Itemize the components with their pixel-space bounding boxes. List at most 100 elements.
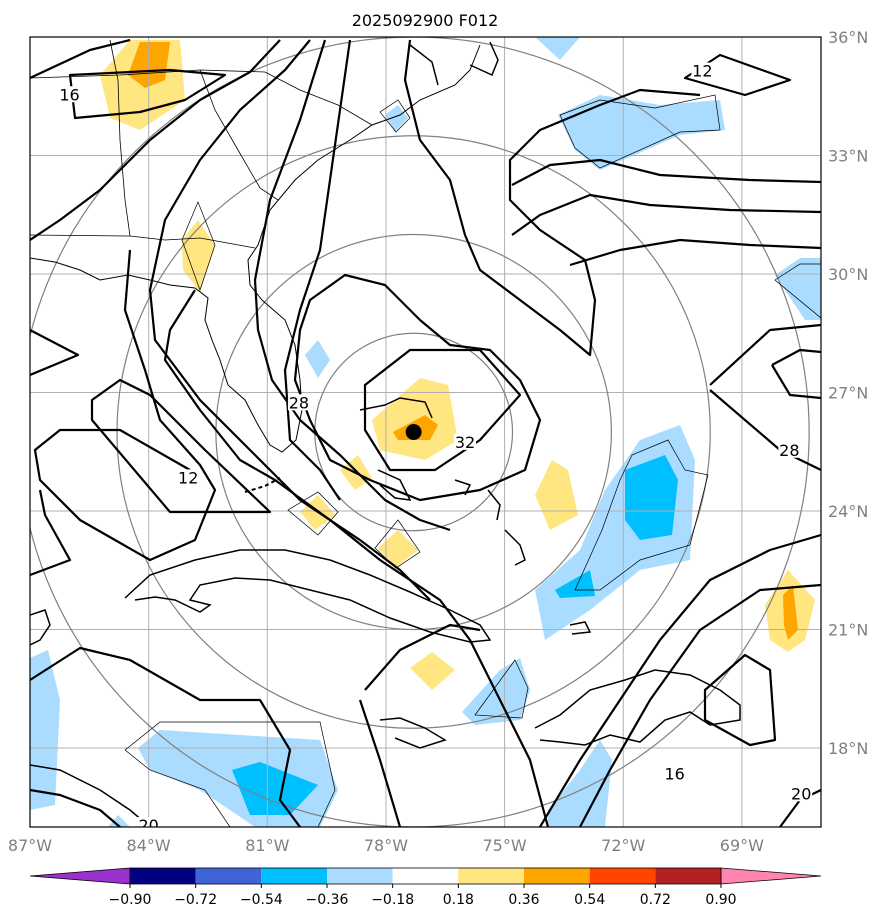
positive-anomaly-core	[783, 585, 798, 640]
negative-anomaly-region	[305, 340, 330, 378]
contour-label-bg	[137, 817, 160, 827]
longitude-tick-label: 84°W	[127, 836, 171, 855]
coastlines	[30, 39, 741, 827]
contour-label-bg	[177, 469, 200, 486]
coastline-turks	[569, 621, 592, 635]
colorbar-segment	[655, 868, 721, 884]
longitude-tick-label: 69°W	[720, 836, 764, 855]
negative-anomaly-region	[548, 740, 612, 827]
coastline-central-america	[30, 609, 51, 646]
contour-line	[30, 39, 281, 241]
contour-line	[33, 249, 217, 562]
colorbar-extend-low	[29, 867, 131, 885]
state-border	[199, 69, 279, 201]
latitude-tick-label: 21°N	[828, 621, 868, 640]
contour-label-bg	[287, 394, 310, 411]
contour-label-bg	[58, 86, 81, 103]
latitude-labels: 36°N 33°N 30°N 27°N 24°N 21°N 18°N	[828, 28, 868, 758]
colorbar: −0.90 −0.72 −0.54 −0.36 −0.18 0.18 0.36 0.54 0.7…	[29, 867, 822, 908]
positive-anomaly-region	[410, 652, 455, 690]
latitude-tick-label: 33°N	[828, 147, 868, 166]
shaded-fields	[30, 37, 821, 827]
contour-line	[403, 39, 701, 357]
contour-line	[771, 348, 821, 366]
longitude-tick-label: 72°W	[601, 836, 645, 855]
contour-label-bg	[778, 441, 801, 458]
contour-line	[30, 489, 72, 577]
contour-line	[771, 364, 821, 400]
positive-anomaly-region	[372, 378, 458, 460]
negative-anomaly-core	[555, 570, 595, 598]
contour-label: 12	[692, 62, 712, 81]
contour-line	[511, 193, 821, 236]
coastline-outer-banks	[469, 41, 499, 77]
colorbar-segment	[524, 868, 590, 884]
map-frame	[29, 36, 822, 828]
state-border	[30, 234, 256, 249]
contour-label: 28	[779, 441, 799, 460]
thin-contours	[124, 94, 821, 827]
latitude-tick-label: 30°N	[828, 265, 868, 284]
colorbar-tick-label: −0.54	[240, 892, 283, 908]
colorbar-segment	[589, 868, 656, 884]
contour-label-bg	[790, 785, 813, 802]
contour-line	[703, 653, 777, 747]
range-ring	[116, 135, 711, 729]
negative-anomaly-region	[30, 650, 60, 810]
colorbar-tick-label: 0.72	[640, 892, 671, 908]
state-border	[109, 39, 131, 237]
contour-line	[68, 68, 227, 120]
contour-line	[30, 329, 80, 377]
colorbar-tick-label: 0.18	[443, 892, 474, 908]
contour-label-bg	[454, 433, 477, 450]
coastline-bahamas	[359, 397, 433, 419]
colorbar-tick-label: −0.18	[371, 892, 414, 908]
contour-label-bg	[663, 765, 686, 782]
colorbar-tick-label: −0.90	[109, 892, 152, 908]
longitude-tick-label: 87°W	[8, 836, 52, 855]
longitude-labels: 87°W 84°W 81°W 78°W 75°W 72°W 69°W	[8, 836, 764, 855]
range-ring	[30, 37, 810, 827]
colorbar-segment	[327, 868, 393, 884]
contour-line	[579, 583, 821, 827]
contour-line	[511, 158, 821, 186]
negative-anomaly-core	[232, 762, 318, 815]
coastline-bahamas	[377, 469, 412, 501]
contour-label: 12	[178, 468, 198, 487]
contour-label: 20	[791, 784, 811, 803]
contour-label-bg	[691, 62, 714, 79]
map-area: 16 12 28 32 28 12 16 20 20	[30, 37, 821, 835]
colorbar-tick-label: −0.72	[174, 892, 217, 908]
contour-label: 16	[664, 765, 684, 784]
contour-label: 20	[138, 816, 158, 835]
colorbar-tick-label: 0.54	[574, 892, 605, 908]
colorbar-tick-label: 0.36	[508, 892, 539, 908]
contour-line	[363, 348, 522, 472]
coastline-hispaniola	[534, 669, 741, 746]
colorbar-segment	[195, 868, 262, 884]
negative-anomaly-region	[385, 105, 408, 132]
contour-line	[364, 623, 481, 691]
colorbar-segment	[458, 868, 524, 884]
coastline-jamaica	[379, 717, 447, 749]
colorbar-tick-label: 0.90	[705, 892, 736, 908]
contour-label: 28	[289, 393, 309, 412]
positive-anomaly-region	[535, 460, 578, 530]
contour-line	[709, 323, 821, 386]
coastline-bahamas	[504, 529, 526, 566]
coastline-central-america	[30, 764, 151, 827]
thick-contours	[30, 38, 821, 827]
contour-labels: 16 12 28 32 28 12 16 20 20	[58, 62, 813, 835]
negative-anomaly-region	[558, 95, 725, 170]
contour-line	[30, 646, 301, 827]
coastline-us-south	[409, 44, 439, 86]
contour-line	[148, 39, 431, 601]
contour-line	[253, 39, 451, 532]
colorbar-extend-high	[720, 867, 822, 885]
colorbar-tick-label: −0.36	[306, 892, 349, 908]
latitude-tick-label: 27°N	[828, 384, 868, 403]
colorbar-segment	[261, 868, 327, 884]
longitude-tick-label: 81°W	[245, 836, 289, 855]
contour-line	[30, 38, 131, 79]
